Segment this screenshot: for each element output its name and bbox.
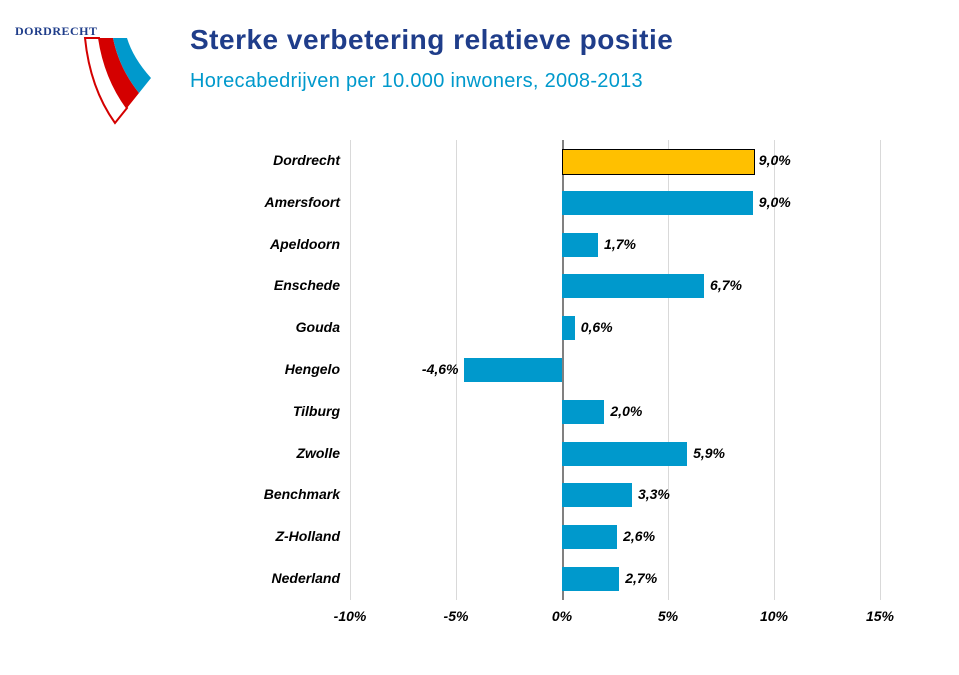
bar <box>562 233 598 257</box>
bar <box>562 567 619 591</box>
bar <box>562 442 687 466</box>
bar <box>562 191 753 215</box>
bar <box>562 316 575 340</box>
bar <box>562 274 704 298</box>
value-label: 5,9% <box>693 445 725 461</box>
category-label: Enschede <box>190 277 340 293</box>
value-label: 6,7% <box>710 277 742 293</box>
value-label: 9,0% <box>759 152 791 168</box>
x-tick-label: 10% <box>749 608 799 624</box>
bar <box>562 525 617 549</box>
value-label: 3,3% <box>638 486 670 502</box>
bar <box>562 149 755 175</box>
bar <box>562 483 632 507</box>
plot-area: -10%-5%0%5%10%15%9,0%9,0%1,7%6,7%0,6%-4,… <box>350 140 880 600</box>
x-tick-label: 5% <box>643 608 693 624</box>
value-label: 1,7% <box>604 236 636 252</box>
page-title: Sterke verbetering relatieve positie <box>190 24 673 56</box>
slide: DORDRECHT Sterke verbetering relatieve p… <box>0 0 959 675</box>
title-block: Sterke verbetering relatieve positie Hor… <box>190 24 673 93</box>
category-label: Benchmark <box>190 486 340 502</box>
dordrecht-logo: DORDRECHT <box>15 20 160 140</box>
value-label: 0,6% <box>581 319 613 335</box>
category-label: Z-Holland <box>190 528 340 544</box>
bar-chart: -10% -5% 0% 5% 10% 15% 9,0% 9,0% 1,7% 6,7% 0,6% -4,… <box>190 140 910 640</box>
category-label: Zwolle <box>190 445 340 461</box>
value-label: 2,6% <box>623 528 655 544</box>
category-label: Nederland <box>190 570 340 586</box>
value-label: 2,0% <box>610 403 642 419</box>
bar <box>464 358 562 382</box>
category-label: Gouda <box>190 319 340 335</box>
gridline <box>350 140 351 600</box>
category-label: Tilburg <box>190 403 340 419</box>
page-subtitle: Horecabedrijven per 10.000 inwoners, 200… <box>190 70 673 93</box>
x-tick-label: -5% <box>431 608 481 624</box>
logo-text: DORDRECHT <box>15 24 98 38</box>
x-tick-label: 0% <box>537 608 587 624</box>
value-label: 2,7% <box>625 570 657 586</box>
category-label: Dordrecht <box>190 152 340 168</box>
category-label: Hengelo <box>190 361 340 377</box>
value-label: -4,6% <box>422 361 459 377</box>
x-tick-label: -10% <box>325 608 375 624</box>
bar <box>562 400 604 424</box>
category-label: Amersfoort <box>190 194 340 210</box>
gridline <box>880 140 881 600</box>
category-label: Apeldoorn <box>190 236 340 252</box>
value-label: 9,0% <box>759 194 791 210</box>
x-tick-label: 15% <box>855 608 905 624</box>
